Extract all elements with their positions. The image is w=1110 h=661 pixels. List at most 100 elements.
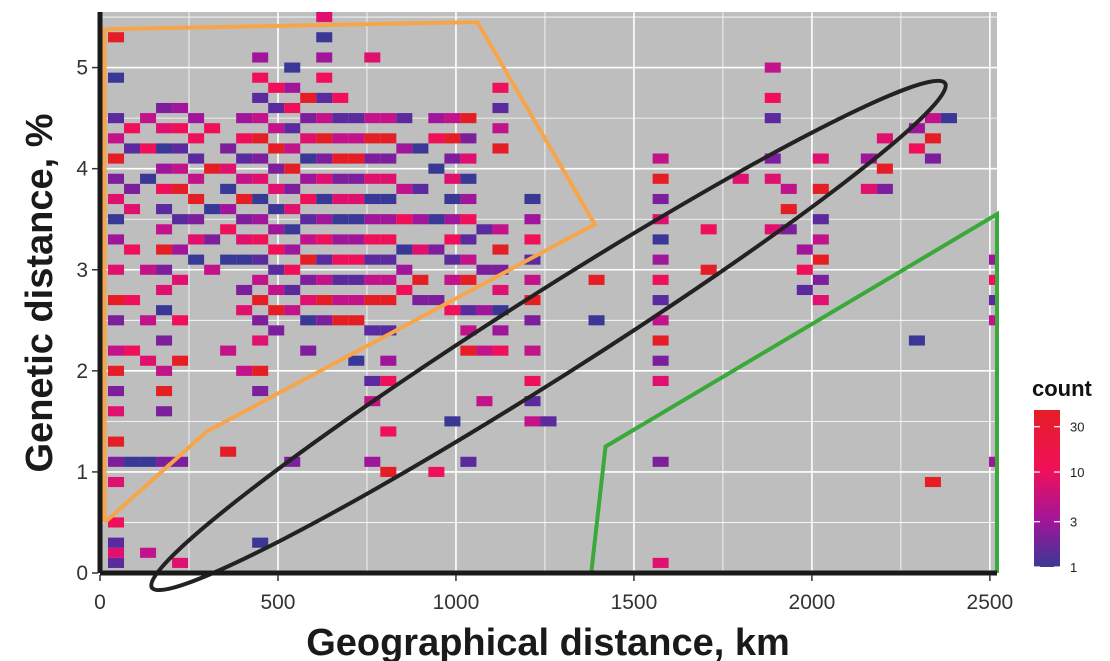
heatmap-cell <box>124 183 141 194</box>
x-tick-label: 1500 <box>611 591 658 614</box>
heatmap-cell <box>348 315 365 326</box>
heatmap-cell <box>460 173 477 184</box>
legend: count 1 3 10 30 <box>1032 376 1093 575</box>
heatmap-cell <box>812 153 829 164</box>
heatmap-cell <box>108 517 125 528</box>
heatmap-cell <box>812 234 829 245</box>
heatmap-cell <box>316 72 333 83</box>
heatmap-cell <box>796 244 813 255</box>
heatmap-cell <box>268 284 285 296</box>
heatmap-cell <box>156 305 173 316</box>
heatmap-cell <box>332 153 349 164</box>
heatmap-cell <box>268 102 285 114</box>
heatmap-cell <box>172 163 189 174</box>
heatmap-cell <box>316 12 333 23</box>
heatmap-cell <box>412 183 429 194</box>
heatmap-cell <box>524 234 541 245</box>
heatmap-cell <box>140 173 157 184</box>
heatmap-cell <box>524 295 541 306</box>
heatmap-cell <box>444 234 461 245</box>
heatmap-cell <box>764 62 781 73</box>
heatmap-cell <box>284 264 301 275</box>
x-tick-label: 2000 <box>789 591 836 614</box>
heatmap-cell <box>380 214 397 225</box>
heatmap-cell <box>412 295 429 306</box>
y-tick-label: 2 <box>76 360 88 383</box>
heatmap-cell <box>860 153 877 164</box>
heatmap-cell <box>188 113 205 124</box>
heatmap-cell <box>284 102 301 114</box>
heatmap-cell <box>140 264 157 275</box>
heatmap-cell <box>156 143 173 154</box>
heatmap-cell <box>364 375 381 386</box>
heatmap-cell <box>924 133 941 144</box>
heatmap-cell <box>236 193 253 205</box>
heatmap-cell <box>652 234 669 245</box>
heatmap-cell <box>108 214 125 225</box>
heatmap-cell <box>348 193 365 205</box>
heatmap-cell <box>700 264 717 275</box>
heatmap-cell <box>300 173 317 184</box>
heatmap-cell <box>252 234 269 245</box>
legend-tick-label: 1 <box>1070 560 1077 575</box>
heatmap-cell <box>172 123 189 134</box>
heatmap-cell <box>780 224 797 235</box>
heatmap-cell <box>732 173 749 184</box>
heatmap-cell <box>524 375 541 386</box>
heatmap-cell <box>364 133 381 144</box>
heatmap-cell <box>252 113 269 124</box>
heatmap-cell <box>428 113 445 124</box>
heatmap-cell <box>380 426 397 437</box>
heatmap-cell <box>332 315 349 326</box>
heatmap-cell <box>444 133 461 144</box>
heatmap-cell <box>252 214 269 225</box>
y-tick-label: 0 <box>76 562 88 585</box>
heatmap-cell <box>364 274 381 285</box>
heatmap-cell <box>188 153 205 164</box>
heatmap-cell <box>108 547 125 558</box>
heatmap-cell <box>460 153 477 164</box>
heatmap-cell <box>252 386 269 397</box>
heatmap-cell <box>108 113 125 124</box>
heatmap-cell <box>300 295 317 306</box>
heatmap-cell <box>252 274 269 285</box>
heatmap-cell <box>364 325 381 336</box>
heatmap-cell <box>396 113 413 124</box>
heatmap-cell <box>380 375 397 386</box>
heatmap-cell <box>524 396 541 407</box>
heatmap-cell <box>140 355 157 366</box>
heatmap-cell <box>300 193 317 205</box>
heatmap-cell <box>284 62 301 73</box>
heatmap-cell <box>380 295 397 306</box>
heatmap-cell <box>380 254 397 265</box>
heatmap-cell <box>156 224 173 235</box>
heatmap-cell <box>252 365 269 376</box>
heatmap-cell <box>124 143 141 154</box>
heatmap-cell <box>988 456 997 467</box>
y-tick-label: 3 <box>76 259 88 282</box>
heatmap-cell <box>300 345 317 356</box>
heatmap-cell <box>540 416 557 427</box>
heatmap-cell <box>460 113 477 124</box>
heatmap-cell <box>156 284 173 296</box>
heatmap-cell <box>316 193 333 205</box>
heatmap-cell <box>108 456 125 467</box>
heatmap-cell <box>924 476 941 488</box>
heatmap-cell <box>332 113 349 124</box>
heatmap-cell <box>876 133 893 144</box>
heatmap-cell <box>236 173 253 184</box>
heatmap-cell <box>188 193 205 205</box>
heatmap-cell <box>188 133 205 144</box>
heatmap-cell <box>300 214 317 225</box>
heatmap-cell <box>204 163 221 174</box>
heatmap-cell <box>348 173 365 184</box>
heatmap-cell <box>220 163 237 174</box>
heatmap-cell <box>140 315 157 326</box>
heatmap-cell <box>236 254 253 265</box>
heatmap-cell <box>764 113 781 124</box>
heatmap-cell <box>316 234 333 245</box>
heatmap-cell <box>380 153 397 164</box>
heatmap-cell <box>252 254 269 265</box>
heatmap-cell <box>476 264 493 275</box>
